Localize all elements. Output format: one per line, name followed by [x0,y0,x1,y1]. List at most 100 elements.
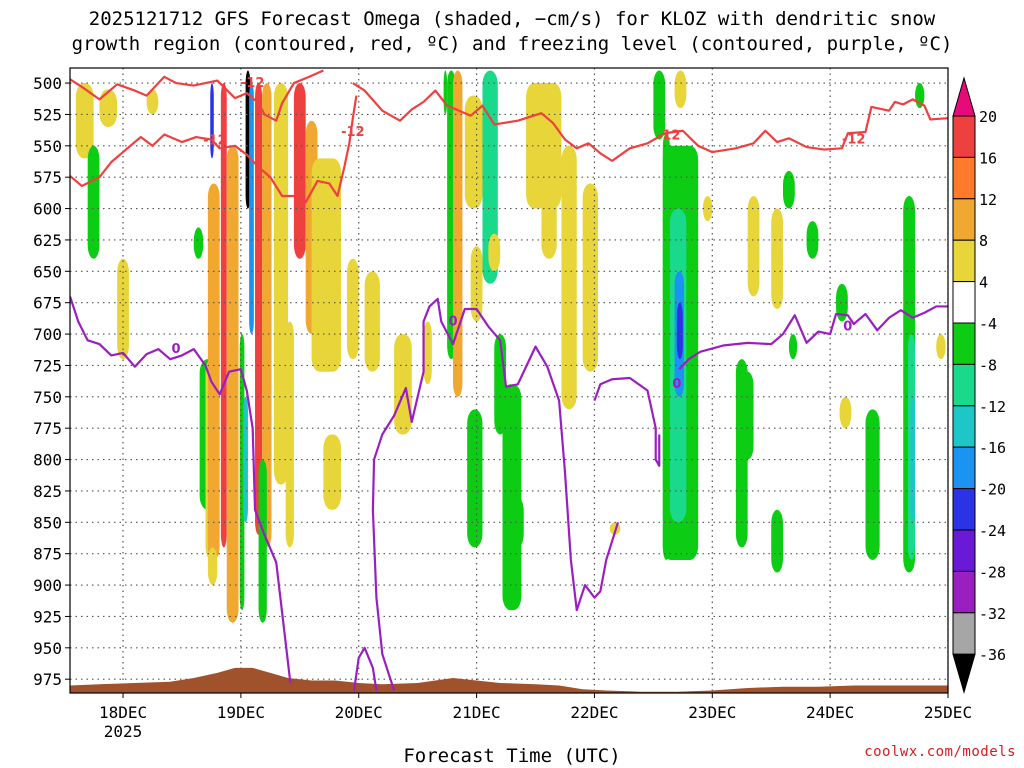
colorbar-label: 4 [979,274,988,292]
colorbar-label: -32 [979,605,1006,623]
y-tick-label: 975 [33,670,62,689]
plot-area: -12 -12 -12 -12 -12 0 0 0 0 [70,68,948,693]
chart-title-line-1: 2025121712 GFS Forecast Omega (shaded, −… [88,8,936,30]
freezing-contour-line [593,376,661,467]
colorbar-bin [952,570,976,614]
omega-area [582,183,598,372]
omega-area [702,196,713,222]
freezing-contour-label: 0 [672,377,681,392]
omega-area [364,271,380,372]
omega-area [423,321,432,385]
colorbar-label: -24 [979,522,1006,540]
colorbar-bin [952,488,976,531]
y-tick-label: 800 [33,451,62,470]
colorbar-label: 20 [979,108,997,126]
omega-area [806,221,819,259]
omega-area [467,409,483,548]
dgz-contour-label: -12 [203,134,227,149]
freezing-contour-label: 0 [172,342,181,357]
colorbar-label: -4 [979,315,997,333]
colorbar-bin [952,115,976,158]
omega-area [193,227,204,259]
omega-area [453,70,463,397]
omega-area [99,89,118,127]
colorbar-bin [952,405,976,448]
freezing-contour-line [371,297,620,691]
omega-area [146,89,159,115]
omega-area [674,70,687,109]
omega-area [249,83,254,335]
colorbar-bin [952,529,976,572]
chart-title-line-2: growth region (contoured, red, ºC) and f… [71,33,953,55]
omega-area [788,334,798,360]
omega-area [443,70,448,115]
x-tick-label: 23DEC [688,703,736,722]
colorbar-label: -12 [979,398,1006,416]
y-tick-label: 625 [33,231,62,250]
freezing-contour-line [70,296,292,684]
colorbar-bin [952,281,976,324]
omega-area [255,83,263,535]
y-tick-label: 600 [33,200,62,219]
omega-area [220,83,227,548]
x-tick-label: 24DEC [806,703,854,722]
colorbar-bin [952,363,976,407]
omega-area [865,409,880,560]
omega-area [258,459,267,623]
omega-area [836,283,848,322]
y-tick-label: 850 [33,513,62,532]
omega-area [394,334,412,435]
colorbar-label: -20 [979,481,1006,499]
y-tick-label: 675 [33,294,62,313]
freezing-contour-label: 0 [843,319,852,334]
y-tick-label: 575 [33,168,62,187]
plot-frame [69,67,949,694]
y-tick-label: 550 [33,137,62,156]
omega-area [207,183,220,560]
omega-area [747,196,760,297]
colorbar: 20 16 12 8 4 -4 -8 -12 -16 -20 -24 -28 -32 -36 [952,76,1006,694]
credit-link[interactable]: coolwx.com/models [864,744,1016,760]
colorbar-bin [952,612,976,655]
colorbar-label: 12 [979,191,997,209]
colorbar-bin [952,198,976,241]
y-tick-label: 750 [33,388,62,407]
colorbar-label: 16 [979,149,997,167]
x-tick-label: 22DEC [570,703,618,722]
x-tick-label: 18DEC [99,703,147,722]
y-tick-label: 525 [33,105,62,124]
y-tick-label: 700 [33,325,62,344]
omega-area [464,95,483,209]
colorbar-label: -28 [979,563,1006,581]
y-tick-label: 925 [33,607,62,626]
colorbar-label: -16 [979,439,1006,457]
y-tick-label: 500 [33,74,62,93]
omega-area [502,384,522,611]
x-axis-title: Forecast Time (UTC) [403,745,621,767]
colorbar-label: -36 [979,646,1006,664]
omega-area [839,396,852,429]
colorbar-bin [952,446,976,490]
plot-content: -12 -12 -12 -12 -12 0 0 0 0 [70,68,948,693]
axes: 500 525 550 575 600 625 650 675 700 725 750 775 800 8… [33,67,972,741]
x-tick-label: 20DEC [335,703,383,722]
terrain-fill [70,667,948,693]
colorbar-top-triangle [952,76,976,117]
omega-area [561,145,577,410]
dgz-contour-line [352,82,948,162]
freezing-contour-line [352,646,378,691]
y-tick-label: 900 [33,576,62,595]
omega-area [346,258,359,360]
omega-area [226,145,239,623]
omega-area [323,434,342,510]
colorbar-bin [952,239,976,283]
omega-area [293,83,306,259]
omega-area [75,83,94,159]
omega-area [541,133,557,259]
omega-area [511,497,524,548]
omega-area [273,83,289,485]
x-tick-label: 25DEC [924,703,972,722]
dgz-contour-label: -12 [657,129,681,144]
omega-area [676,302,683,360]
